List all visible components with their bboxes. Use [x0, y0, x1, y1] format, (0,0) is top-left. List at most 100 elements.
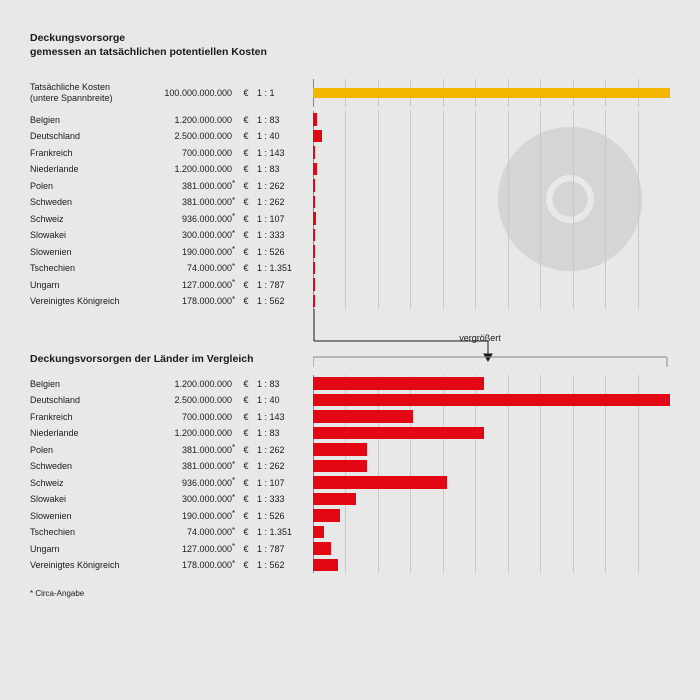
country-name: Deutschland — [30, 395, 142, 405]
ratio: 1 : 107 — [253, 478, 305, 488]
ratio: 1 : 143 — [253, 148, 305, 158]
chart-area — [313, 507, 670, 524]
country-name: Tschechien — [30, 527, 142, 537]
country-row: Tschechien74.000.000*€1 : 1.351 — [30, 524, 670, 541]
footnote: * Circa-Angabe — [30, 589, 670, 598]
country-name: Slowenien — [30, 511, 142, 521]
chart-area — [313, 540, 670, 557]
country-amount: 936.000.000 — [142, 478, 232, 488]
country-row: Slowenien190.000.000*€1 : 526 — [30, 507, 670, 524]
ratio: 1 : 143 — [253, 412, 305, 422]
country-name: Ungarn — [30, 544, 142, 554]
title-line-1: Deckungsvorsorge — [30, 32, 670, 46]
approx-star: * — [232, 460, 239, 469]
currency: € — [239, 164, 253, 174]
country-amount: 1.200.000.000 — [142, 428, 232, 438]
ratio: 1 : 83 — [253, 164, 305, 174]
country-row: Ungarn127.000.000*€1 : 787 — [30, 540, 670, 557]
country-bar — [313, 179, 315, 192]
country-amount: 1.200.000.000 — [142, 115, 232, 125]
country-bar — [313, 493, 356, 506]
currency: € — [239, 461, 253, 471]
country-amount: 190.000.000 — [142, 511, 232, 521]
approx-star: * — [232, 476, 239, 485]
country-row: Frankreich700.000.000€1 : 143 — [30, 144, 670, 161]
country-row: Deutschland2.500.000.000€1 : 40 — [30, 392, 670, 409]
ratio: 1 : 1.351 — [253, 527, 305, 537]
chart-area — [313, 441, 670, 458]
chart-area — [313, 210, 670, 227]
chart-area — [313, 144, 670, 161]
chart-area — [313, 161, 670, 178]
ratio: 1 : 787 — [253, 280, 305, 290]
approx-star: * — [232, 245, 239, 254]
reference-label: Tatsächliche Kosten (untere Spannbreite) — [30, 82, 142, 105]
currency: € — [239, 181, 253, 191]
country-name: Ungarn — [30, 280, 142, 290]
chart-area — [313, 557, 670, 574]
currency: € — [239, 511, 253, 521]
ratio: 1 : 562 — [253, 296, 305, 306]
ratio: 1 : 40 — [253, 131, 305, 141]
currency: € — [239, 544, 253, 554]
approx-star: * — [232, 295, 239, 304]
country-name: Schweden — [30, 461, 142, 471]
country-bar — [313, 460, 367, 473]
country-bar — [313, 377, 484, 390]
country-bar — [313, 146, 315, 159]
currency: € — [239, 115, 253, 125]
country-amount: 127.000.000 — [142, 280, 232, 290]
currency: € — [239, 428, 253, 438]
country-bar — [313, 212, 316, 225]
ratio: 1 : 262 — [253, 181, 305, 191]
country-row: Polen381.000.000*€1 : 262 — [30, 441, 670, 458]
country-bar — [313, 509, 340, 522]
chart-area — [313, 474, 670, 491]
country-name: Belgien — [30, 115, 142, 125]
country-row: Belgien1.200.000.000€1 : 83 — [30, 111, 670, 128]
approx-star: * — [232, 179, 239, 188]
currency: € — [239, 197, 253, 207]
currency: € — [239, 280, 253, 290]
title-line-2: gemessen an tatsächlichen potentiellen K… — [30, 46, 670, 60]
country-bar — [313, 196, 315, 209]
country-bar — [313, 410, 413, 423]
main-title: Deckungsvorsorge gemessen an tatsächlich… — [30, 32, 670, 59]
chart-area — [313, 128, 670, 145]
country-bar — [313, 394, 670, 407]
country-amount: 190.000.000 — [142, 247, 232, 257]
ref-chart-area — [313, 79, 670, 107]
country-bar — [313, 278, 315, 291]
approx-star: * — [232, 493, 239, 502]
country-row: Frankreich700.000.000€1 : 143 — [30, 408, 670, 425]
country-name: Polen — [30, 445, 142, 455]
country-bar — [313, 559, 338, 572]
country-amount: 2.500.000.000 — [142, 131, 232, 141]
chart-area — [313, 392, 670, 409]
country-bar — [313, 262, 315, 275]
country-amount: 381.000.000 — [142, 461, 232, 471]
country-bar — [313, 526, 324, 539]
chart-area — [313, 227, 670, 244]
country-row: Tschechien74.000.000*€1 : 1.351 — [30, 260, 670, 277]
country-amount: 700.000.000 — [142, 148, 232, 158]
ratio: 1 : 40 — [253, 395, 305, 405]
country-bar — [313, 163, 317, 176]
country-row: Belgien1.200.000.000€1 : 83 — [30, 375, 670, 392]
ratio: 1 : 262 — [253, 461, 305, 471]
country-amount: 381.000.000 — [142, 181, 232, 191]
country-row: Niederlande1.200.000.000€1 : 83 — [30, 425, 670, 442]
chart-area — [313, 177, 670, 194]
chart-area — [313, 458, 670, 475]
country-row: Niederlande1.200.000.000€1 : 83 — [30, 161, 670, 178]
currency: € — [239, 131, 253, 141]
country-bar — [313, 476, 447, 489]
country-name: Frankreich — [30, 412, 142, 422]
country-row: Polen381.000.000*€1 : 262 — [30, 177, 670, 194]
country-name: Vereinigtes Königreich — [30, 560, 142, 570]
currency: € — [239, 247, 253, 257]
ratio: 1 : 526 — [253, 511, 305, 521]
approx-star: * — [232, 278, 239, 287]
ratio: 1 : 1.351 — [253, 263, 305, 273]
ratio: 1 : 107 — [253, 214, 305, 224]
